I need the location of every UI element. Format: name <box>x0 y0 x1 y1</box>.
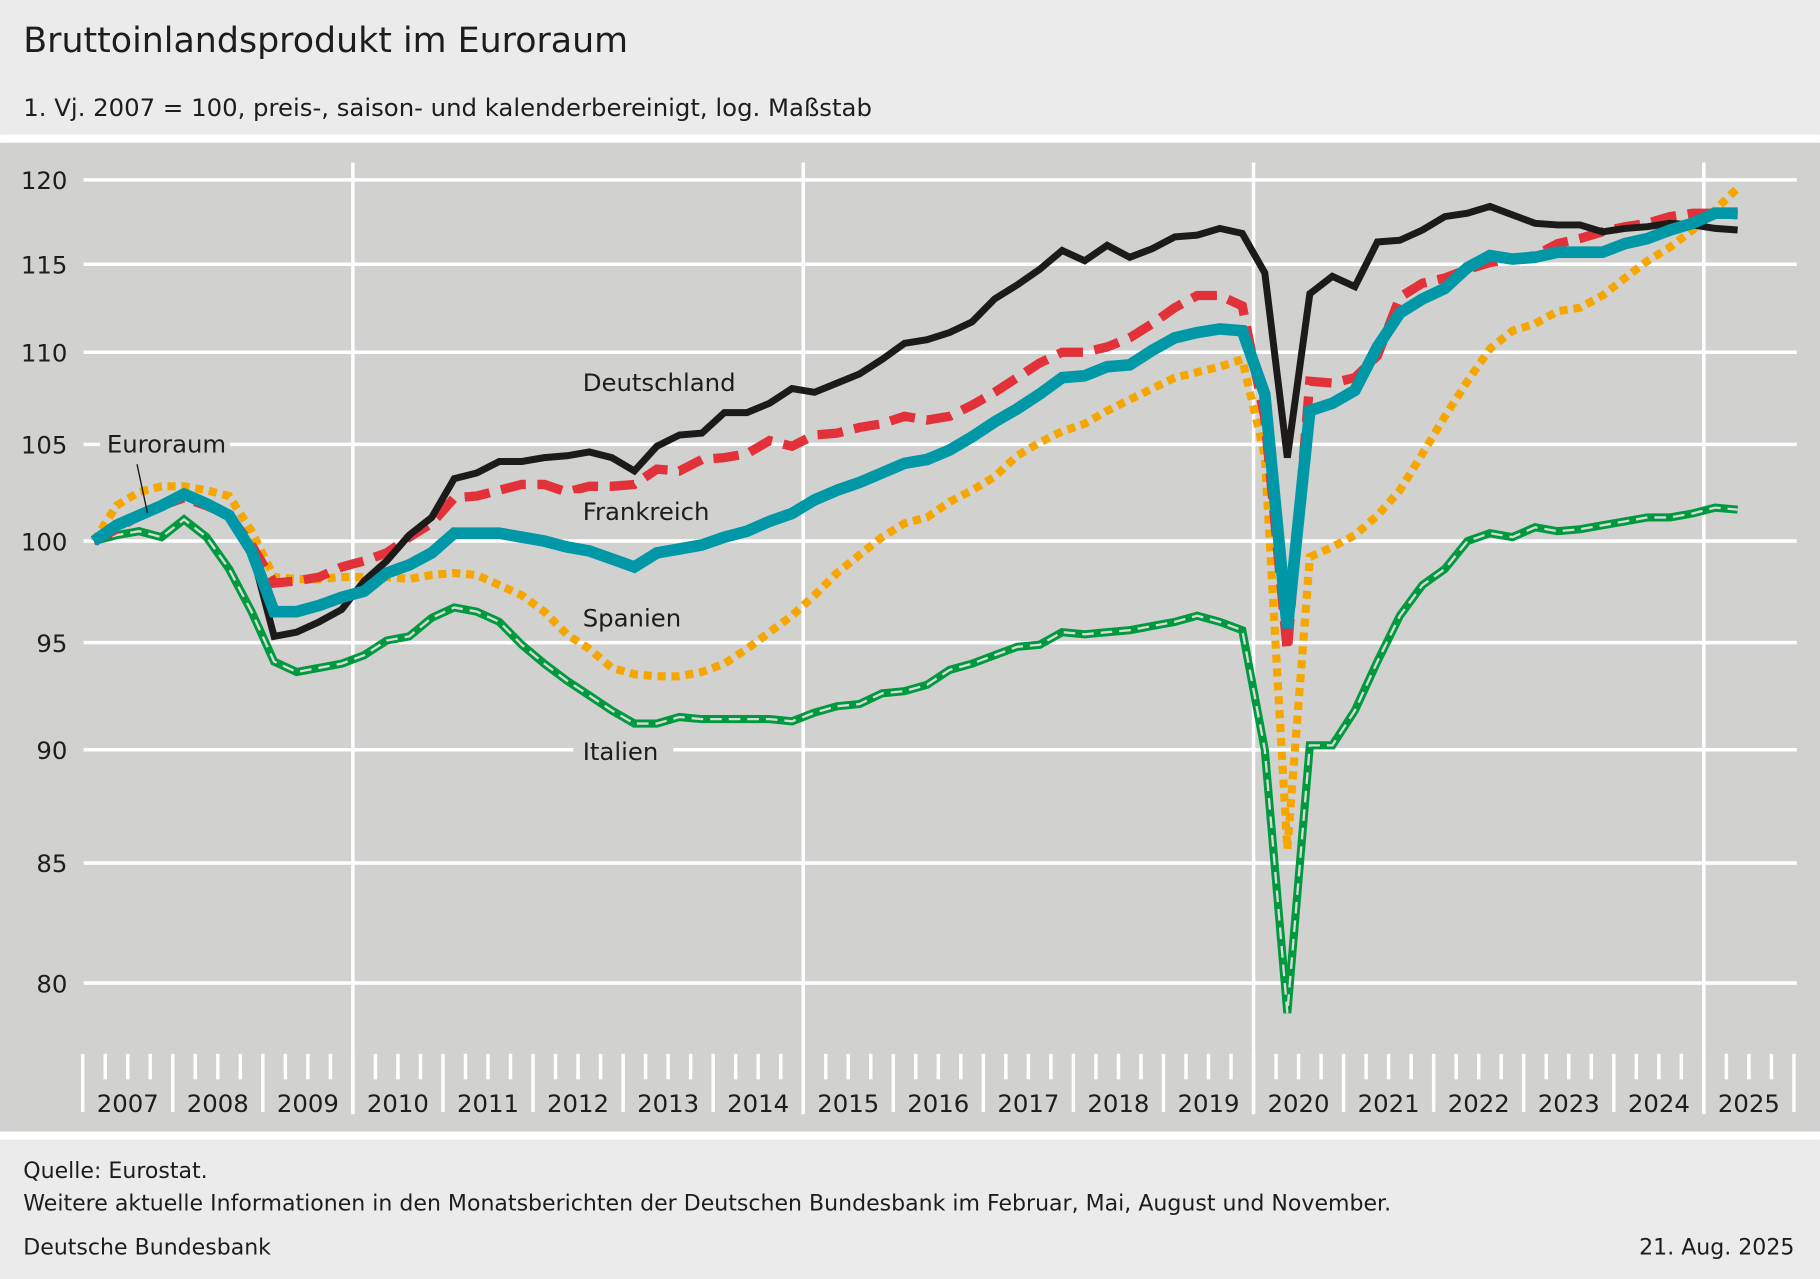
x-tick-label: 2014 <box>727 1089 789 1118</box>
x-tick-label: 2020 <box>1268 1089 1330 1118</box>
x-tick-label: 2011 <box>457 1089 519 1118</box>
x-tick-label: 2013 <box>637 1089 699 1118</box>
grid <box>83 162 1797 1115</box>
label-italien: Italien <box>583 737 659 766</box>
series-labels: Deutschland Frankreich Spanien Italien E… <box>99 362 746 769</box>
chart-title: Bruttoinlandsprodukt im Euroraum <box>23 21 628 61</box>
y-tick-label: 80 <box>36 969 67 998</box>
series-lines <box>90 185 1741 1014</box>
x-tick-label: 2019 <box>1178 1089 1240 1118</box>
x-tick-label: 2009 <box>277 1089 339 1118</box>
series-line-deutschland <box>92 202 1738 641</box>
series-line-spanien <box>90 185 1741 850</box>
y-tick-label: 120 <box>21 166 67 195</box>
info-note: Weitere aktuelle Informationen in den Mo… <box>23 1192 1391 1217</box>
plot-background <box>0 142 1820 1132</box>
y-tick-label: 95 <box>36 629 67 658</box>
x-tick-label: 2018 <box>1087 1089 1149 1118</box>
series-line-italien-inner <box>93 506 1738 1014</box>
publisher: Deutsche Bundesbank <box>23 1236 271 1261</box>
x-tick-label: 2017 <box>997 1089 1059 1118</box>
y-tick-label: 90 <box>36 736 67 765</box>
x-tick-label: 2022 <box>1448 1089 1510 1118</box>
label-spanien: Spanien <box>583 604 681 633</box>
publication-date: 21. Aug. 2025 <box>1639 1236 1794 1261</box>
label-euroraum-leader <box>136 464 149 514</box>
header-divider <box>0 134 1820 143</box>
y-tick-label: 110 <box>21 339 67 368</box>
label-euroraum: Euroraum <box>107 430 226 459</box>
y-tick-label: 100 <box>21 527 67 556</box>
footer-divider <box>0 1131 1820 1140</box>
x-axis: 2007 2008 2009 2010 2011 2012 2013 2014 2015 2016… <box>80 1053 1796 1118</box>
x-tick-label: 2008 <box>187 1089 249 1118</box>
x-tick-label: 2007 <box>97 1089 159 1118</box>
label-frankreich: Frankreich <box>583 497 710 526</box>
label-deutschland: Deutschland <box>583 368 736 397</box>
x-tick-label: 2025 <box>1718 1089 1780 1118</box>
y-tick-label: 85 <box>36 849 67 878</box>
x-tick-label: 2015 <box>817 1089 879 1118</box>
y-axis-ticks: 80 85 90 95 100 105 110 115 120 <box>21 166 68 998</box>
y-tick-label: 105 <box>21 431 67 460</box>
header-background <box>0 0 1820 135</box>
x-tick-label: 2024 <box>1628 1089 1690 1118</box>
x-tick-label: 2012 <box>547 1089 609 1118</box>
source-note: Quelle: Eurostat. <box>23 1159 207 1184</box>
y-tick-label: 115 <box>21 250 67 279</box>
footer-background <box>0 1139 1820 1279</box>
x-tick-label: 2021 <box>1358 1089 1420 1118</box>
series-line-euroraum <box>90 207 1738 629</box>
x-tick-label: 2010 <box>367 1089 429 1118</box>
chart-subtitle: 1. Vj. 2007 = 100, preis-, saison- und k… <box>23 93 872 122</box>
x-tick-label: 2016 <box>907 1089 969 1118</box>
x-tick-label: 2023 <box>1538 1089 1600 1118</box>
